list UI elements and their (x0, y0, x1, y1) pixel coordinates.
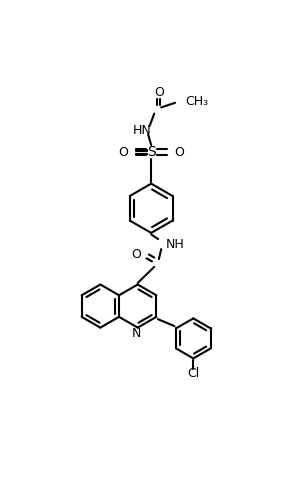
Text: O: O (119, 146, 128, 159)
Text: NH: NH (166, 238, 185, 251)
Text: N: N (131, 327, 141, 340)
Text: S: S (147, 145, 156, 159)
Text: HN: HN (133, 124, 151, 137)
Text: O: O (174, 146, 184, 159)
Text: O: O (131, 248, 141, 261)
Text: Cl: Cl (187, 367, 199, 380)
Text: CH₃: CH₃ (185, 95, 208, 108)
Text: O: O (154, 86, 164, 98)
